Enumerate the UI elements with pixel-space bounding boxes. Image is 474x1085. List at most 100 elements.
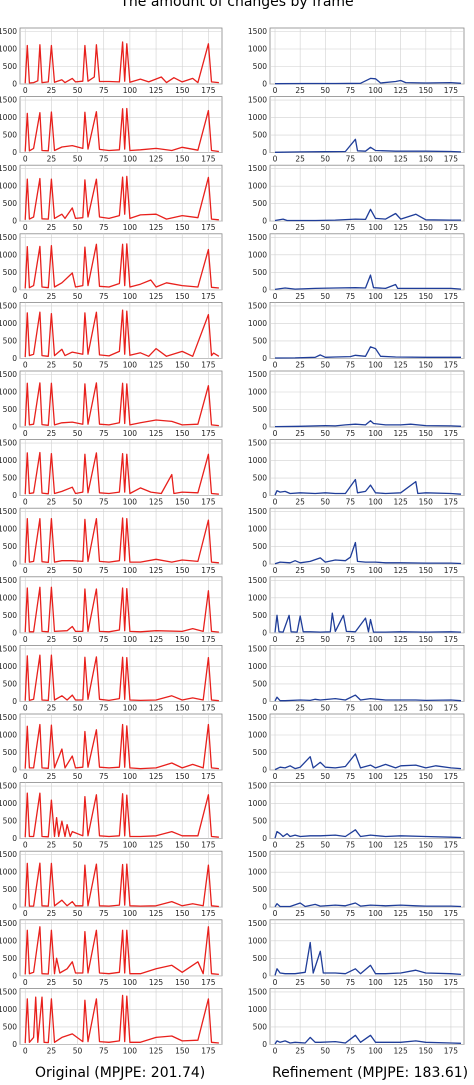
x-tick-label: 125 [394, 360, 409, 369]
y-tick-label: 1500 [248, 164, 267, 173]
y-tick-label: 1500 [248, 576, 267, 585]
y-tick-label: 500 [3, 1022, 18, 1031]
x-tick-label: 175 [201, 978, 216, 987]
plot-frame [269, 164, 465, 222]
x-tick-label: 175 [444, 635, 459, 644]
x-tick-label: 125 [149, 566, 164, 575]
plot-frame [269, 301, 465, 359]
y-tick-label: 500 [3, 679, 18, 688]
x-tick-label: 25 [295, 566, 305, 575]
refinement-series-line [274, 902, 462, 908]
y-tick-label: 0 [12, 491, 17, 500]
x-tick-label: 175 [201, 86, 216, 95]
y-tick-label: 1500 [0, 987, 17, 996]
x-tick-label: 0 [23, 155, 28, 164]
original-series-line [24, 654, 219, 702]
x-tick-label: 125 [394, 1046, 409, 1055]
x-tick-label: 0 [273, 1046, 278, 1055]
x-tick-label: 175 [444, 841, 459, 850]
x-tick-label: 75 [99, 292, 109, 301]
y-tick-label: 1500 [248, 850, 267, 859]
plot-frame [269, 988, 465, 1045]
plot-frame [269, 96, 465, 153]
x-tick-label: 150 [175, 841, 190, 850]
x-tick-label: 25 [295, 1046, 305, 1055]
x-tick-label: 175 [201, 498, 216, 507]
y-tick-label: 0 [12, 903, 17, 912]
y-tick-label: 1500 [248, 301, 267, 310]
y-tick-label: 500 [253, 748, 268, 757]
x-tick-label: 25 [47, 978, 57, 987]
x-tick-label: 100 [368, 566, 383, 575]
y-tick-label: 0 [262, 766, 267, 775]
x-tick-label: 75 [346, 635, 356, 644]
y-tick-label: 500 [253, 1022, 268, 1031]
y-tick-label: 500 [253, 885, 268, 894]
y-tick-label: 500 [253, 474, 268, 483]
x-tick-label: 0 [23, 1046, 28, 1055]
y-tick-label: 1000 [248, 1005, 267, 1014]
x-tick-label: 0 [23, 909, 28, 918]
x-tick-label: 125 [149, 86, 164, 95]
x-tick-label: 175 [444, 86, 459, 95]
y-tick-label: 0 [262, 80, 267, 89]
y-tick-label: 500 [3, 474, 18, 483]
x-tick-label: 50 [73, 155, 83, 164]
y-tick-label: 1500 [0, 233, 17, 242]
y-tick-label: 0 [262, 148, 267, 157]
y-tick-label: 1500 [248, 987, 267, 996]
x-tick-label: 125 [149, 498, 164, 507]
y-tick-label: 1500 [248, 439, 267, 448]
x-tick-label: 25 [47, 772, 57, 781]
x-tick-label: 125 [394, 223, 409, 232]
x-tick-label: 50 [73, 635, 83, 644]
original-series-line [24, 451, 219, 495]
x-tick-label: 125 [149, 155, 164, 164]
x-tick-label: 125 [149, 703, 164, 712]
y-tick-label: 500 [253, 62, 268, 71]
x-tick-label: 100 [368, 909, 383, 918]
plot-frame [269, 850, 465, 908]
y-tick-label: 500 [3, 542, 18, 551]
x-tick-label: 75 [99, 223, 109, 232]
x-tick-label: 25 [295, 703, 305, 712]
x-tick-label: 0 [23, 566, 28, 575]
y-tick-label: 1000 [248, 182, 267, 191]
x-tick-label: 75 [99, 155, 109, 164]
refinement-panel: 0 25 50 75 100 125 150 175 0 500 1000 1500 [248, 96, 465, 164]
x-tick-label: 75 [346, 498, 356, 507]
x-tick-label: 0 [273, 841, 278, 850]
x-tick-label: 0 [23, 223, 28, 232]
x-tick-label: 50 [321, 1046, 331, 1055]
y-tick-label: 0 [12, 834, 17, 843]
x-tick-label: 100 [368, 703, 383, 712]
y-tick-label: 0 [12, 80, 17, 89]
y-tick-label: 0 [12, 971, 17, 980]
x-tick-label: 50 [321, 429, 331, 438]
x-tick-label: 100 [123, 841, 138, 850]
x-tick-label: 75 [99, 909, 109, 918]
y-tick-label: 500 [3, 405, 18, 414]
plot-frame [269, 507, 465, 565]
x-tick-label: 25 [295, 223, 305, 232]
x-tick-label: 0 [273, 978, 278, 987]
x-tick-label: 25 [295, 429, 305, 438]
refinement-series-line [274, 346, 461, 359]
plot-frame [269, 713, 465, 771]
x-tick-label: 150 [175, 360, 190, 369]
x-tick-label: 150 [419, 978, 434, 987]
x-tick-label: 75 [346, 223, 356, 232]
x-tick-label: 0 [273, 566, 278, 575]
x-tick-label: 175 [201, 223, 216, 232]
y-tick-label: 1500 [248, 96, 267, 105]
y-tick-label: 1000 [248, 936, 267, 945]
x-tick-label: 0 [23, 978, 28, 987]
x-tick-label: 100 [368, 841, 383, 850]
plot-frame [269, 27, 465, 85]
refinement-series-line [274, 478, 462, 496]
x-tick-label: 150 [419, 909, 434, 918]
x-tick-label: 50 [73, 703, 83, 712]
y-tick-label: 1500 [248, 919, 267, 928]
refinement-panel: 0 25 50 75 100 125 150 175 0 500 1000 1500 [248, 439, 465, 507]
refinement-series-line [274, 829, 462, 839]
